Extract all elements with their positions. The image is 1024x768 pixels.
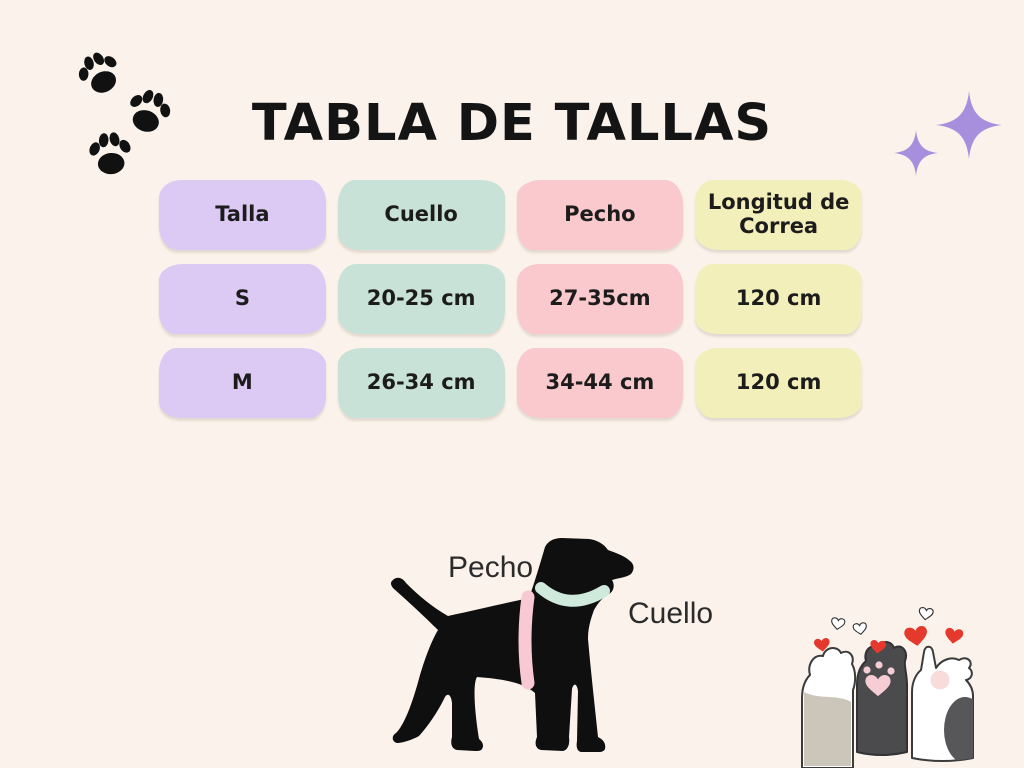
cat-paw-right xyxy=(911,645,974,762)
chest-label: Pecho xyxy=(448,551,534,584)
page-title: TABLA DE TALLAS xyxy=(251,94,773,153)
cat-paw-left xyxy=(801,647,857,768)
header-pecho: Pecho xyxy=(516,180,684,250)
size-table: Talla Cuello Pecho Longitud de Correa S … xyxy=(159,180,862,418)
cat-paw-right-patch xyxy=(944,697,973,761)
cat-paw-right-pad xyxy=(930,670,950,690)
cat-paw-left-fur xyxy=(804,692,851,766)
sparkles-icon xyxy=(894,91,1002,176)
paw-pads xyxy=(863,661,895,697)
dog-body xyxy=(390,538,634,752)
cell-m-talla: M xyxy=(159,348,326,418)
cat-paws-illustration xyxy=(801,606,974,768)
cell-s-longitud: 120 cm xyxy=(695,264,862,334)
sparkle-group xyxy=(894,91,1002,176)
cell-s-cuello: 20-25 cm xyxy=(337,264,505,334)
dog-silhouette xyxy=(390,538,634,752)
header-cuello: Cuello xyxy=(337,180,505,250)
cell-s-pecho: 27-35cm xyxy=(516,264,684,334)
header-talla: Talla xyxy=(159,180,326,250)
neck-label: Cuello xyxy=(628,597,714,630)
collar-highlight xyxy=(535,582,610,607)
header-longitud: Longitud de Correa xyxy=(695,180,862,250)
cell-m-longitud: 120 cm xyxy=(695,348,862,418)
cat-paw-middle xyxy=(856,641,908,756)
cell-m-pecho: 34-44 cm xyxy=(516,348,684,418)
cell-m-cuello: 26-34 cm xyxy=(337,348,505,418)
cell-s-talla: S xyxy=(159,264,326,334)
chest-strap-highlight xyxy=(518,590,535,690)
